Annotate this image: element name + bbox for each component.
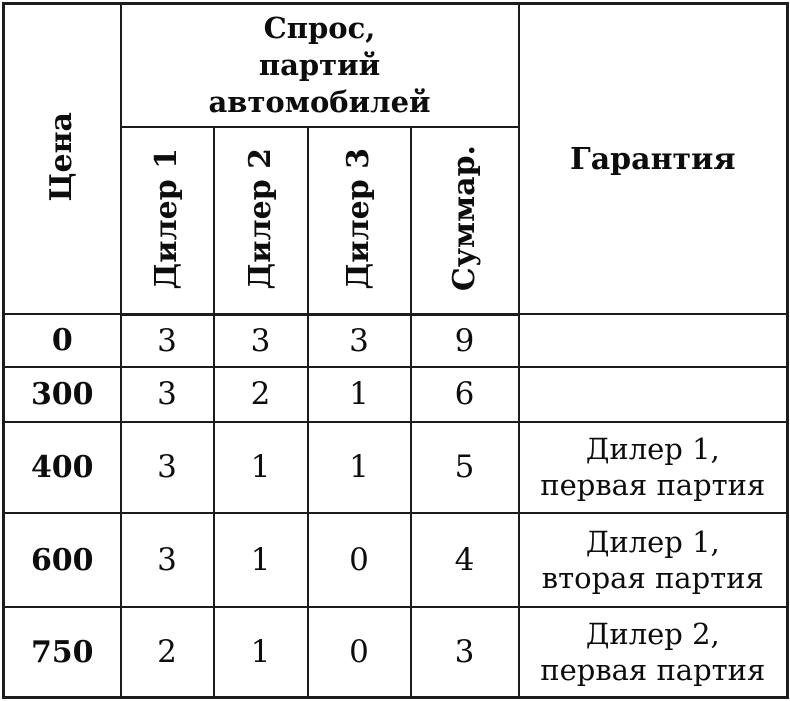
dealer1-column-header-label: Дилер 1	[149, 147, 184, 290]
dealer1-cell: 3	[119, 511, 215, 609]
total-column-header: Суммар.	[409, 125, 520, 316]
dealer3-column-header-label: Дилер 3	[341, 147, 376, 290]
header-row-top: Цена Спрос, партий автомобилей Гарантия	[2, 2, 789, 316]
table-row: 600 3 1 0 4 Дилер 1, вторая партия	[2, 511, 789, 609]
total-cell: 3	[409, 606, 520, 699]
dealer1-column-header: Дилер 1	[119, 125, 215, 316]
dealer2-column-header-label: Дилер 2	[242, 147, 278, 290]
dealer1-cell: 3	[119, 420, 215, 514]
total-cell: 9	[409, 313, 520, 368]
total-cell: 5	[409, 420, 520, 514]
guarantee-cell: Дилер 1, вторая партия	[517, 511, 789, 609]
header-row-dealers: Дилер 1 Дилер 2 Дилер 3 Суммар.	[4, 125, 788, 316]
demand-group-header: Спрос, партий автомобилей	[119, 2, 520, 128]
price-cell: 750	[2, 606, 122, 699]
table-row: 400 3 1 1 5 Дилер 1, первая партия	[2, 420, 789, 514]
table-row: 300 3 2 1 6	[2, 365, 789, 423]
price-cell: 400	[2, 420, 122, 514]
dealer2-cell: 1	[212, 606, 309, 699]
dealer2-column-header: Дилер 2	[212, 125, 309, 316]
total-column-header-label: Суммар.	[446, 145, 482, 292]
table-row: 750 2 1 0 3 Дилер 2, первая партия	[2, 606, 789, 699]
price-column-header: Цена	[2, 2, 122, 316]
dealer2-cell: 1	[212, 420, 309, 514]
dealer3-cell: 1	[306, 420, 412, 514]
guarantee-column-header: Гарантия	[517, 2, 789, 316]
total-cell: 6	[409, 365, 520, 423]
dealer3-column-header: Дилер 3	[306, 125, 412, 316]
dealer1-cell: 2	[119, 606, 215, 699]
dealer2-cell: 3	[212, 313, 309, 368]
dealer3-cell: 0	[306, 606, 412, 699]
dealer2-cell: 1	[212, 511, 309, 609]
dealer1-cell: 3	[119, 313, 215, 368]
dealer3-cell: 3	[306, 313, 412, 368]
price-column-header-label: Цена	[44, 112, 80, 202]
price-cell: 600	[2, 511, 122, 609]
dealer1-cell: 3	[119, 365, 215, 423]
price-cell: 0	[2, 313, 122, 368]
price-cell: 300	[2, 365, 122, 423]
total-cell: 4	[409, 511, 520, 609]
dealer2-cell: 2	[212, 365, 309, 423]
guarantee-cell	[517, 365, 789, 423]
guarantee-cell: Дилер 1, первая партия	[517, 420, 789, 514]
guarantee-cell: Дилер 2, первая партия	[517, 606, 789, 699]
dealer3-cell: 1	[306, 365, 412, 423]
guarantee-cell	[517, 313, 789, 368]
table-row: 0 3 3 3 9	[2, 313, 789, 368]
dealer3-cell: 0	[306, 511, 412, 609]
